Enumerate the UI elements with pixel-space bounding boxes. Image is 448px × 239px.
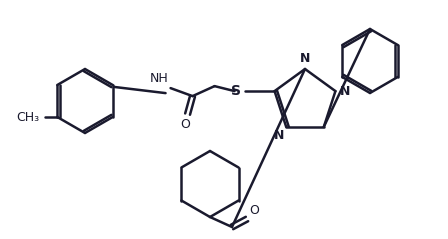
Text: NH: NH — [150, 72, 168, 85]
Text: O: O — [181, 118, 190, 131]
Text: O: O — [249, 204, 259, 217]
Text: N: N — [300, 52, 310, 65]
Text: N: N — [274, 129, 284, 142]
Text: S: S — [231, 84, 241, 98]
Text: CH₃: CH₃ — [16, 110, 39, 124]
Text: N: N — [340, 85, 350, 98]
